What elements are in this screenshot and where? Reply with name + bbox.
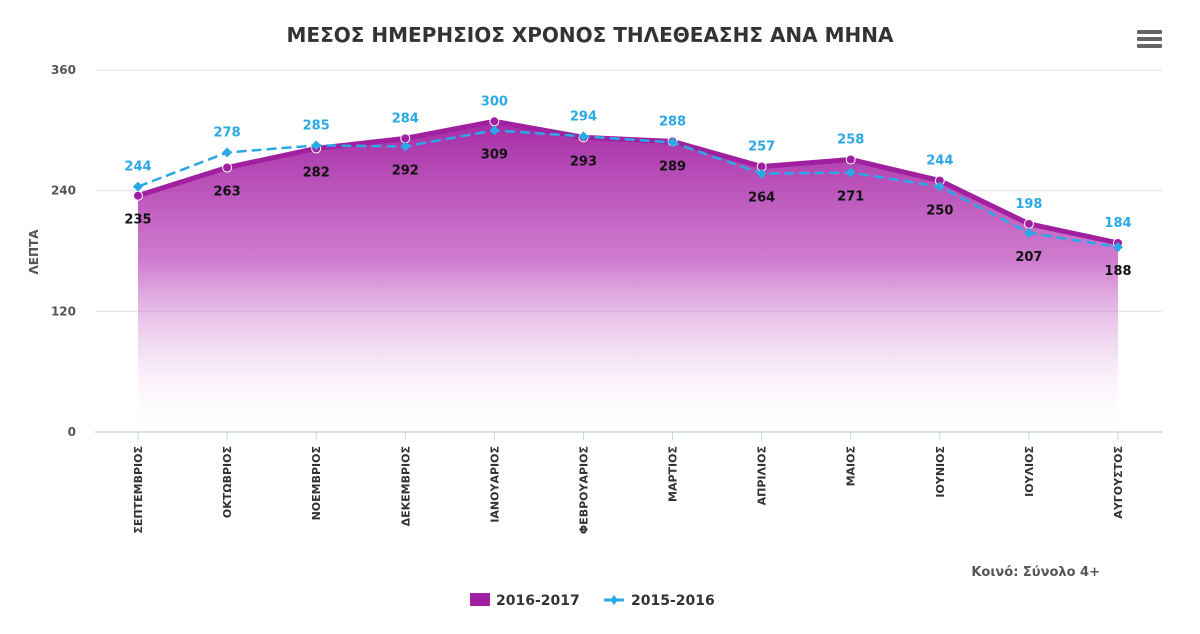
point-2015-2016[interactable]	[400, 141, 411, 152]
x-tick-label: ΔΕΚΕΜΒΡΙΟΣ	[399, 446, 412, 526]
point-2015-2016[interactable]	[489, 125, 500, 136]
x-tick-label: ΟΚΤΩΒΡΙΟΣ	[221, 446, 234, 518]
series-line-2015-2016	[133, 125, 1123, 252]
data-label-2016-2017: 289	[659, 159, 686, 174]
point-2015-2016[interactable]	[845, 167, 856, 178]
y-axis-label: ΛΕΠΤΑ	[27, 229, 41, 275]
y-tick-label: 360	[51, 63, 76, 77]
point-2015-2016[interactable]	[1113, 241, 1123, 252]
data-label-2015-2016: 278	[214, 125, 241, 140]
x-tick-label: ΑΠΡΙΛΙΟΣ	[756, 446, 769, 505]
point-2016-2017[interactable]	[489, 116, 500, 127]
point-2016-2017[interactable]	[845, 154, 856, 165]
x-tick-label: ΜΑΡΤΙΟΣ	[667, 446, 680, 502]
point-2015-2016[interactable]	[756, 168, 767, 179]
x-tick-label: ΙΟΥΝΙΟΣ	[934, 446, 947, 498]
point-2015-2016[interactable]	[578, 131, 589, 142]
point-2016-2017[interactable]	[1023, 218, 1034, 229]
data-label-2015-2016: 284	[392, 111, 419, 126]
data-label-2016-2017: 293	[570, 154, 597, 169]
data-label-2016-2017: 207	[1015, 250, 1042, 265]
x-tick-label: ΦΕΒΡΟΥΑΡΙΟΣ	[577, 446, 590, 534]
point-2015-2016[interactable]	[934, 181, 945, 192]
y-tick-label: 240	[51, 184, 76, 198]
data-labels: 244 235 278 263 285 282 284 292 300 309 294 293 288 2…	[124, 94, 1131, 279]
data-label-2015-2016: 244	[926, 154, 953, 169]
x-axis: ΣΕΠΤΕΜΒΡΙΟΣ ΟΚΤΩΒΡΙΟΣ ΝΟΕΜΒΡΙΟΣ ΔΕΚΕΜΒΡΙΟΣ Ι…	[95, 431, 1162, 534]
x-tick-label: ΝΟΕΜΒΡΙΟΣ	[310, 446, 323, 520]
data-label-2016-2017: 263	[214, 185, 241, 200]
data-label-2015-2016: 285	[303, 118, 330, 133]
x-tick-label: ΣΕΠΤΕΜΒΡΙΟΣ	[132, 446, 145, 534]
audience-note: Κοινό: Σύνολο 4+	[971, 565, 1100, 580]
data-label-2015-2016: 184	[1104, 216, 1131, 231]
legend-label-2016-2017: 2016-2017	[496, 593, 580, 609]
data-label-2016-2017: 292	[392, 163, 419, 178]
data-label-2015-2016: 294	[570, 109, 597, 124]
legend: 2016-2017 2015-2016	[470, 593, 715, 609]
point-2015-2016[interactable]	[222, 147, 233, 158]
data-label-2016-2017: 250	[926, 204, 953, 219]
data-label-2016-2017: 309	[481, 147, 508, 162]
point-2015-2016[interactable]	[1023, 227, 1034, 238]
data-label-2016-2017: 188	[1104, 264, 1131, 279]
legend-label-2015-2016: 2015-2016	[631, 593, 715, 609]
point-2016-2017[interactable]	[222, 162, 233, 173]
legend-item-2016-2017[interactable]: 2016-2017	[470, 593, 580, 609]
data-label-2015-2016: 257	[748, 140, 775, 155]
x-tick-label: ΙΟΥΛΙΟΣ	[1023, 446, 1036, 497]
menu-icon[interactable]	[1137, 30, 1162, 48]
x-tick-label: ΜΑΙΟΣ	[845, 446, 858, 486]
y-tick-label: 120	[51, 304, 76, 318]
data-label-2016-2017: 264	[748, 191, 775, 206]
data-label-2015-2016: 198	[1015, 197, 1042, 212]
x-tick-label: ΙΑΝΟΥΑΡΙΟΣ	[488, 446, 501, 523]
data-label-2015-2016: 258	[837, 132, 864, 147]
point-2015-2016[interactable]	[667, 137, 678, 148]
point-2015-2016[interactable]	[311, 140, 322, 151]
y-tick-label: 0	[68, 425, 76, 439]
legend-swatch-2016-2017	[470, 593, 490, 606]
line-path	[137, 129, 1119, 249]
point-2016-2017[interactable]	[133, 190, 143, 201]
y-ticks: 0 120 240 360	[51, 63, 76, 439]
point-2015-2016[interactable]	[133, 181, 143, 192]
data-label-2016-2017: 282	[303, 165, 330, 180]
data-label-2016-2017: 235	[124, 213, 151, 228]
x-tick-label: ΑΥΓΟΥΣΤΟΣ	[1112, 446, 1125, 519]
data-label-2015-2016: 244	[124, 160, 151, 175]
data-label-2016-2017: 271	[837, 190, 864, 205]
data-label-2015-2016: 288	[659, 114, 686, 129]
area-fill	[138, 121, 1118, 433]
chart-title: ΜΕΣΟΣ ΗΜΕΡΗΣΙΟΣ ΧΡΟΝΟΣ ΤΗΛΕΘΕΑΣΗΣ ΑΝΑ ΜΗ…	[287, 23, 894, 47]
legend-item-2015-2016[interactable]: 2015-2016	[604, 593, 715, 609]
series-area-2016-2017	[133, 116, 1123, 433]
data-label-2015-2016: 300	[481, 94, 508, 109]
